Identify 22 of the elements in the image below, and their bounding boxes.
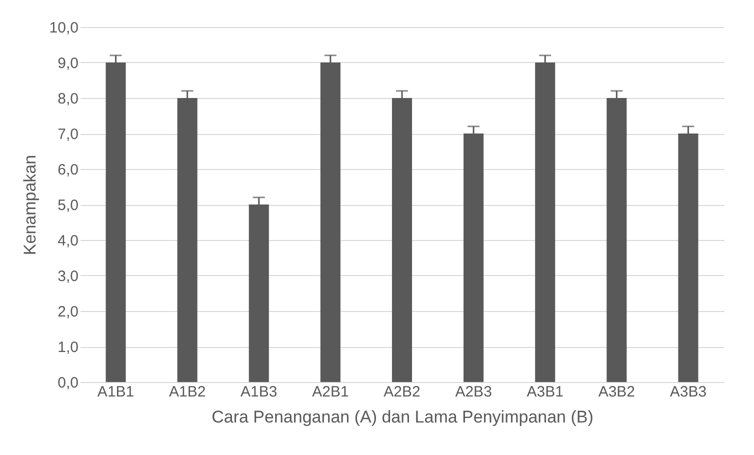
y-tick-label: 6,0 <box>58 162 78 178</box>
y-tick-label: 2,0 <box>58 304 78 320</box>
y-tick-label: 9,0 <box>58 55 78 72</box>
y-tick-label: 4,0 <box>58 232 78 250</box>
y-axis-title: Kenampakan <box>20 154 40 256</box>
y-tick-label: 8,0 <box>58 90 78 108</box>
x-tick-label: A2B1 <box>312 384 349 400</box>
x-tick-label: A2B3 <box>455 384 492 400</box>
y-tick-label: 3,0 <box>58 268 78 285</box>
y-tick-label: 7,0 <box>58 126 78 143</box>
x-tick-label: A1B1 <box>97 384 134 400</box>
x-tick-label: A1B2 <box>168 384 206 400</box>
x-tick-label: A2B2 <box>384 384 420 400</box>
y-tick-label: 1,0 <box>58 339 78 356</box>
x-axis-title: Cara Penanganan (A) dan Lama Penyimpanan (B) <box>212 408 594 426</box>
x-tick-label: A3B2 <box>598 384 636 400</box>
x-tick-label: A3B3 <box>670 384 707 400</box>
y-tick-label: 10,0 <box>49 20 78 36</box>
y-tick-label: 0,0 <box>58 374 78 392</box>
x-tick-label: A1B3 <box>240 384 278 400</box>
x-tick-label: A3B1 <box>526 384 564 400</box>
y-tick-label: 5,0 <box>58 197 78 214</box>
